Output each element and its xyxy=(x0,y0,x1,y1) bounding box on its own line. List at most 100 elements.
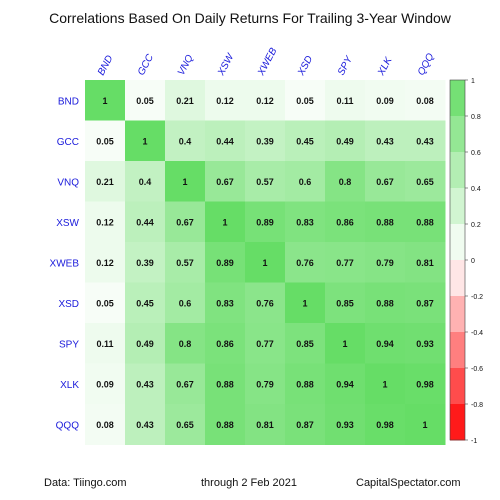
heatmap-cell xyxy=(205,242,246,283)
cell-value-label: 0.43 xyxy=(136,379,154,389)
cell-value-label: 0.88 xyxy=(376,298,394,308)
heatmap-cell xyxy=(365,363,406,405)
heatmap-cell xyxy=(85,242,126,283)
heatmap-cell xyxy=(205,282,246,324)
heatmap-cell xyxy=(245,120,286,162)
heatmap-cell xyxy=(245,363,286,405)
cell-value-label: 0.05 xyxy=(96,298,114,308)
footer-source: Data: Tiingo.com xyxy=(44,477,127,489)
heatmap-cell xyxy=(165,120,206,162)
legend-tick-label: -0.6 xyxy=(471,366,483,373)
heatmap-cell xyxy=(365,242,406,283)
heatmap-cell xyxy=(285,120,326,162)
cell-value-label: 0.85 xyxy=(336,298,354,308)
cell-value-label: 0.77 xyxy=(256,339,274,349)
column-label: VNQ xyxy=(176,53,196,77)
heatmap-cell xyxy=(325,404,366,445)
heatmap-cell xyxy=(245,80,286,121)
cell-value-label: 0.98 xyxy=(376,420,394,430)
cell-value-label: 1 xyxy=(262,258,267,268)
chart-title: Correlations Based On Daily Returns For … xyxy=(49,10,451,26)
cell-value-label: 0.83 xyxy=(296,217,314,227)
heatmap-cell xyxy=(165,80,206,121)
cell-value-label: 0.81 xyxy=(416,258,434,268)
heatmap-cell xyxy=(365,282,406,324)
cell-value-label: 0.05 xyxy=(96,136,114,146)
heatmap-cell xyxy=(205,363,246,405)
cell-value-label: 0.09 xyxy=(376,96,394,106)
cell-value-label: 0.05 xyxy=(296,96,314,106)
legend-band xyxy=(450,116,465,153)
heatmap-cell xyxy=(325,80,366,121)
heatmap-cell xyxy=(165,201,206,243)
heatmap-cell xyxy=(205,120,246,162)
heatmap-cell xyxy=(325,323,366,364)
heatmap-cell xyxy=(365,120,406,162)
cell-value-label: 0.8 xyxy=(339,177,352,187)
heatmap-cell xyxy=(285,161,326,202)
heatmap-cell xyxy=(285,80,326,121)
row-label: XSD xyxy=(58,299,79,310)
heatmap-cell xyxy=(405,80,446,121)
heatmap-cell xyxy=(325,282,366,324)
cell-value-label: 0.4 xyxy=(139,177,152,187)
heatmap-cell xyxy=(325,201,366,243)
heatmap-cell xyxy=(165,282,206,324)
cell-value-label: 0.67 xyxy=(216,177,234,187)
legend-band xyxy=(450,404,465,441)
heatmap-cell xyxy=(165,323,206,364)
heatmap-cell xyxy=(405,161,446,202)
cell-value-label: 0.43 xyxy=(416,136,434,146)
cell-value-label: 1 xyxy=(222,217,227,227)
heatmap-cell xyxy=(85,363,126,405)
heatmap-cell xyxy=(245,242,286,283)
legend-tick-label: -0.8 xyxy=(471,402,483,409)
heatmap-cell xyxy=(365,323,406,364)
heatmap-cell xyxy=(125,80,166,121)
cell-value-label: 0.39 xyxy=(136,258,154,268)
heatmap-cell xyxy=(405,323,446,364)
cell-value-label: 0.65 xyxy=(176,420,194,430)
heatmap-cell xyxy=(125,323,166,364)
heatmap-cell xyxy=(245,323,286,364)
legend-tick-label: 0.8 xyxy=(471,114,481,121)
heatmap-cell xyxy=(125,201,166,243)
heatmap-cell xyxy=(285,323,326,364)
cell-value-label: 0.09 xyxy=(96,379,114,389)
legend-tick-label: 0.4 xyxy=(471,186,481,193)
column-label: XWEB xyxy=(255,46,279,78)
cell-value-label: 0.83 xyxy=(216,298,234,308)
cell-value-label: 0.89 xyxy=(256,217,274,227)
cell-value-label: 0.45 xyxy=(136,298,154,308)
cell-value-label: 0.88 xyxy=(216,379,234,389)
cell-value-label: 0.86 xyxy=(336,217,354,227)
legend-band xyxy=(450,368,465,405)
cell-value-label: 1 xyxy=(182,177,187,187)
heatmap-cell xyxy=(125,120,166,162)
legend-tick-label: 1 xyxy=(471,78,475,85)
column-label: SPY xyxy=(336,53,356,77)
cell-value-label: 0.85 xyxy=(296,339,314,349)
legend-band xyxy=(450,332,465,369)
cell-value-label: 1 xyxy=(382,379,387,389)
cell-value-label: 0.12 xyxy=(216,96,234,106)
cell-value-label: 0.21 xyxy=(176,96,194,106)
heatmap-cell xyxy=(165,242,206,283)
legend-tick-label: 0 xyxy=(471,258,475,265)
row-label: SPY xyxy=(59,339,79,350)
heatmap-cell xyxy=(165,404,206,445)
cell-value-label: 0.67 xyxy=(176,217,194,227)
column-label: QQQ xyxy=(416,51,437,77)
legend-tick-label: 0.2 xyxy=(471,222,481,229)
cell-value-label: 0.44 xyxy=(216,136,234,146)
cell-value-label: 0.12 xyxy=(96,217,114,227)
heatmap-cell xyxy=(85,120,126,162)
cell-value-label: 0.94 xyxy=(336,379,354,389)
column-label: XSW xyxy=(215,51,237,79)
heatmap-cell xyxy=(85,282,126,324)
heatmap-cell xyxy=(205,80,246,121)
cell-value-label: 0.88 xyxy=(376,217,394,227)
heatmap-cell xyxy=(405,404,446,445)
heatmap-cell xyxy=(245,282,286,324)
cell-value-label: 0.6 xyxy=(179,298,192,308)
